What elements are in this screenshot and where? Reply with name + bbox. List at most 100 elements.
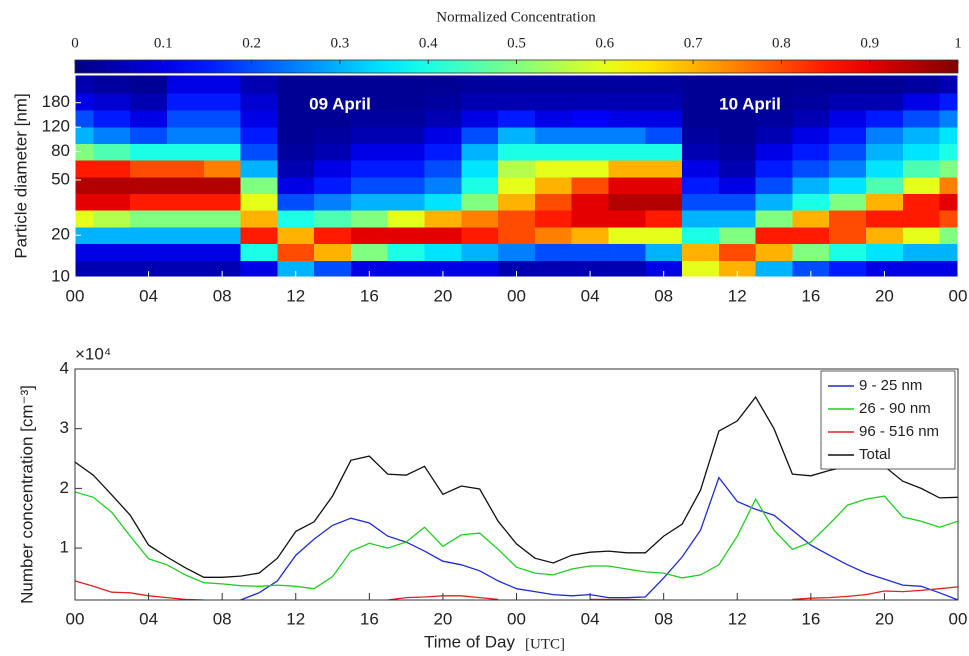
- heat-cell: [93, 260, 131, 278]
- heat-cell: [792, 176, 830, 195]
- series-line: [75, 491, 958, 590]
- heat-cell: [277, 226, 315, 245]
- heat-cell: [387, 193, 426, 211]
- heat-cell: [387, 226, 426, 245]
- legend-box: [820, 370, 956, 470]
- heat-cell: [902, 210, 941, 228]
- heat-cell: [755, 109, 794, 128]
- heat-cell: [534, 243, 573, 261]
- heat-cell: [424, 193, 462, 211]
- heat-cell: [203, 143, 242, 161]
- heat-cell: [166, 92, 205, 111]
- heat-cell: [829, 210, 867, 228]
- heat-cell: [571, 176, 610, 195]
- heat-cell: [240, 243, 278, 261]
- colorbar-label: Normalized Concentration: [436, 9, 596, 25]
- heat-cell: [387, 210, 426, 228]
- heat-cell: [240, 126, 278, 145]
- heat-cell: [829, 193, 867, 211]
- heat-cell: [203, 193, 242, 211]
- colorbar-tick-label: 0.9: [860, 35, 879, 51]
- colorbar-tick-label: 1: [954, 35, 962, 51]
- heat-cell: [682, 210, 720, 228]
- heat-cell: [461, 159, 499, 178]
- heat-cell: [93, 193, 131, 211]
- heat-cell: [424, 226, 462, 245]
- heat-cell: [461, 260, 499, 278]
- x-tick-label: 16: [801, 286, 820, 305]
- heat-cell: [939, 126, 959, 145]
- heat-cell: [277, 92, 315, 111]
- heat-cell: [534, 210, 573, 228]
- heat-cell: [534, 109, 573, 128]
- heat-cell: [130, 92, 168, 111]
- heat-cell: [277, 143, 315, 161]
- heat-cell: [755, 176, 794, 195]
- heat-cell: [314, 243, 352, 261]
- heat-cell: [461, 176, 499, 195]
- heat-cell: [755, 210, 794, 228]
- heat-cell: [939, 260, 959, 278]
- heat-cell: [902, 126, 941, 145]
- heat-cell: [350, 126, 389, 145]
- heat-cell: [203, 260, 242, 278]
- heat-cell: [461, 210, 499, 228]
- heat-cell: [866, 109, 904, 128]
- heat-cell: [902, 176, 941, 195]
- heat-cell: [314, 92, 352, 111]
- x-tick-label: 16: [360, 609, 379, 628]
- heat-cell: [240, 226, 278, 245]
- heat-cell: [424, 92, 462, 111]
- heat-cell: [350, 260, 389, 278]
- y-tick-label: 120: [42, 117, 70, 136]
- heat-cell: [75, 210, 94, 228]
- heat-cell: [240, 176, 278, 195]
- colorbar-tick-label: 0.7: [684, 35, 703, 51]
- legend-label: 26 - 90 nm: [859, 400, 931, 417]
- heat-cell: [166, 260, 205, 278]
- heat-cell: [93, 210, 131, 228]
- heat-cell: [571, 92, 610, 111]
- heat-cell: [130, 159, 168, 178]
- y-tick-label: 50: [51, 169, 70, 188]
- heat-cell: [571, 193, 610, 211]
- heat-cell: [166, 143, 205, 161]
- y-tick-label: 180: [42, 92, 70, 111]
- heat-cell: [534, 75, 573, 94]
- colorbar-tick-label: 0.5: [507, 35, 526, 51]
- x-tick-label: 04: [139, 286, 158, 305]
- legend-label: 96 - 516 nm: [859, 423, 939, 440]
- heat-cell: [902, 143, 941, 161]
- heat-cell: [75, 109, 94, 128]
- x-tick-label: 12: [286, 609, 305, 628]
- heat-cell: [314, 193, 352, 211]
- heat-cell: [682, 243, 720, 261]
- heat-cell: [424, 109, 462, 128]
- heat-cell: [314, 176, 352, 195]
- heat-cell: [277, 75, 315, 94]
- y-axis-label: Number concentration [cm⁻³]: [17, 385, 36, 604]
- heat-cell: [682, 176, 720, 195]
- heat-cell: [571, 75, 610, 94]
- colorbar-tick-label: 0.3: [331, 35, 350, 51]
- y-tick-label: 20: [51, 225, 70, 244]
- heat-cell: [75, 260, 94, 278]
- heatmap: [75, 75, 959, 278]
- heat-cell: [203, 210, 242, 228]
- legend-label: Total: [859, 446, 891, 463]
- heat-cell: [645, 193, 683, 211]
- heat-cell: [829, 126, 867, 145]
- heat-cell: [350, 193, 389, 211]
- heat-cell: [498, 92, 536, 111]
- heat-cell: [571, 210, 610, 228]
- x-tick-label: 08: [654, 286, 673, 305]
- heat-cell: [755, 159, 794, 178]
- heat-cell: [866, 126, 904, 145]
- heat-cell: [93, 226, 131, 245]
- overlay: 0 0.1 0.2 0.3 0.4 0.5 0.6 0.7 0.8 0.9 100 04 08 12 16 2…: [11, 35, 967, 652]
- heat-cell: [314, 210, 352, 228]
- heat-cell: [75, 159, 94, 178]
- heat-cell: [166, 109, 205, 128]
- heat-cell: [866, 143, 904, 161]
- heat-cell: [718, 210, 757, 228]
